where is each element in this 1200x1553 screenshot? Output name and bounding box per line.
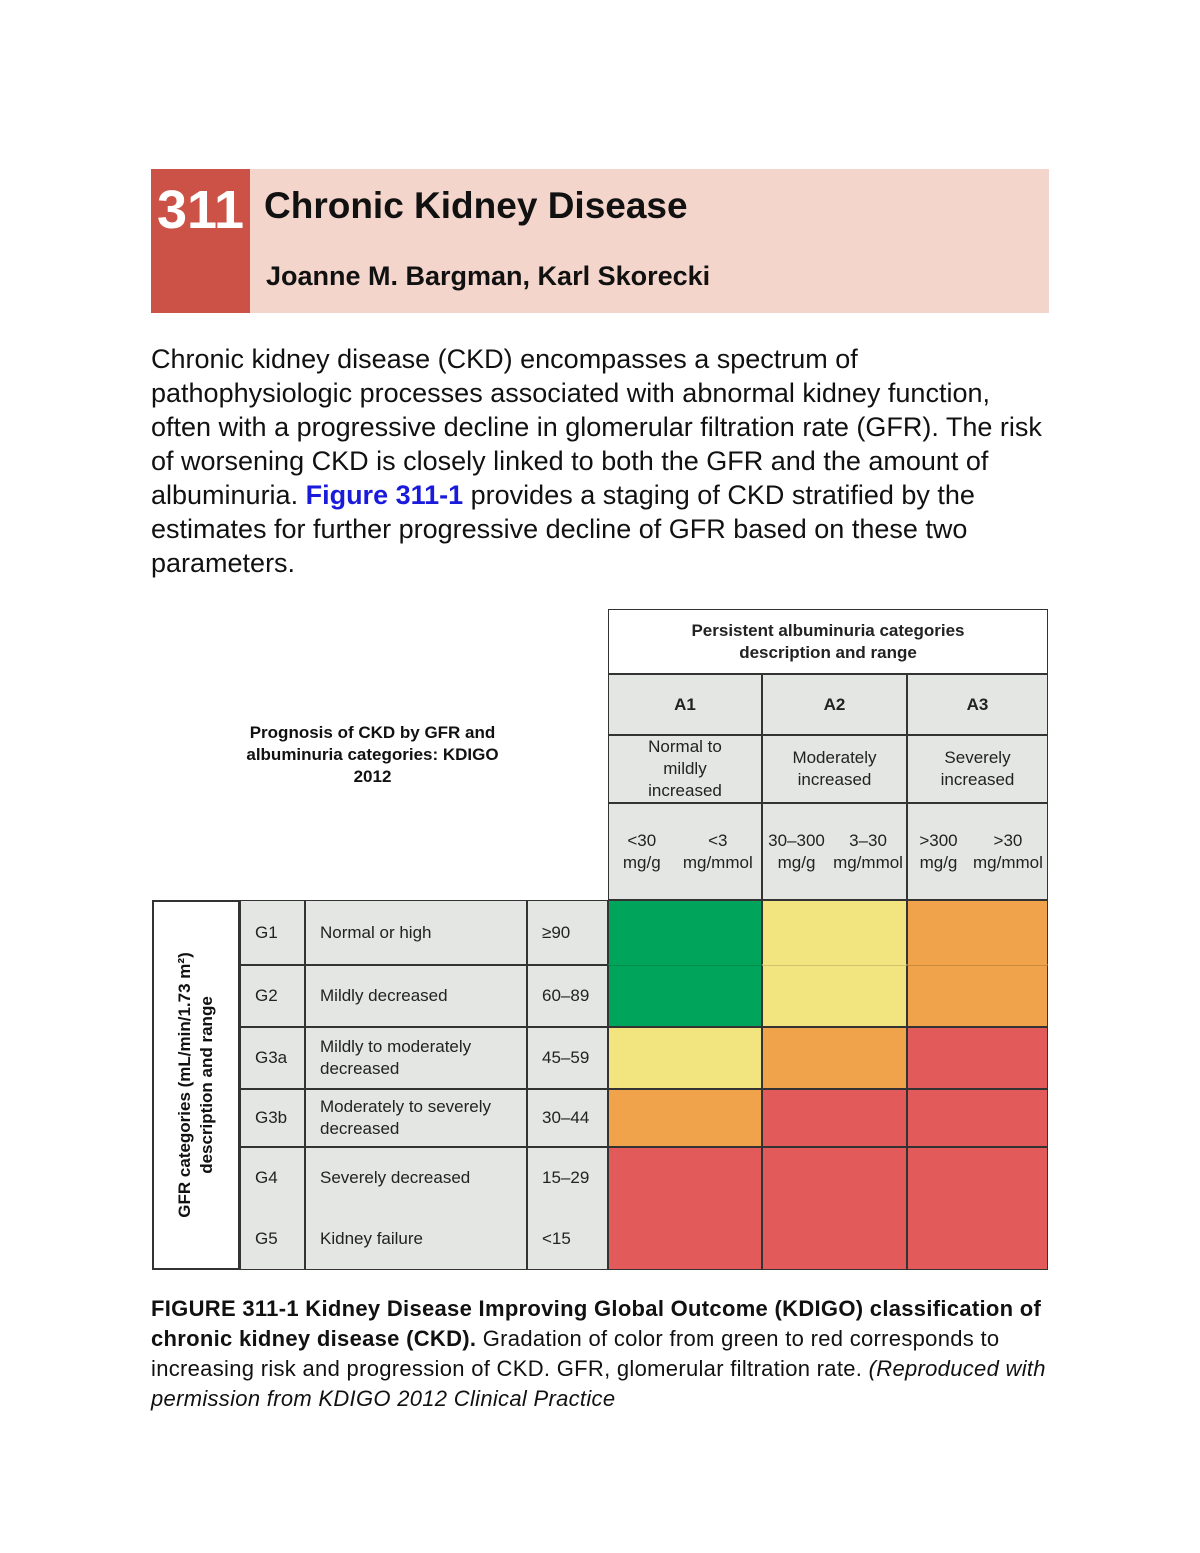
risk-cell-green [608,965,762,1027]
risk-cell-red [907,1089,1048,1147]
albuminuria-code: A2 [762,674,907,735]
intro-text: Chronic kidney disease (CKD) encompasses… [151,344,1042,510]
risk-cell-orange [762,1027,907,1089]
chapter-title: Chronic Kidney Disease [264,185,688,226]
gfr-description: Mildly to moderately decreased [305,1027,527,1089]
prognosis-title: Prognosis of CKD by GFR and albuminuria … [246,723,499,786]
chapter-header-band [151,169,1049,313]
chapter-authors: Joanne M. Bargman, Karl Skorecki [266,261,711,291]
gfr-header-line2: description and range [197,996,216,1174]
risk-cell-red [762,1147,907,1208]
gfr-code: G1 [240,900,305,965]
risk-cell-orange [608,1089,762,1147]
albuminuria-code: A3 [907,674,1048,735]
caption-credit: (Reproduced with permission from KDIGO 2… [151,1356,1046,1411]
gfr-range: 30–44 [527,1089,608,1147]
caption-text: Gradation of color from green to red cor… [151,1326,1000,1381]
risk-cell-red [762,1208,907,1270]
figure-link[interactable]: Figure 311-1 [305,480,464,510]
gfr-code: G4 [240,1147,305,1208]
risk-cell-yellow [762,900,907,965]
risk-cell-yellow [762,965,907,1027]
gfr-header-line1: GFR categories (mL/min/1.73 m²) [175,952,194,1218]
range-mg-g: <30 mg/g [622,830,661,872]
albuminuria-range: <30 mg/g <3 mg/mmol [608,803,762,900]
figure-caption: FIGURE 311-1 Kidney Disease Improving Gl… [151,1294,1051,1414]
albuminuria-header: Persistent albuminuria categories descri… [608,609,1048,674]
risk-cell-yellow [608,1027,762,1089]
range-mg-mmol: 3–30 mg/mmol [833,830,903,872]
gfr-description: Kidney failure [305,1208,527,1270]
gfr-range: 60–89 [527,965,608,1027]
risk-cell-green [608,900,762,965]
range-mg-g: 30–300 mg/g [768,830,825,872]
gfr-range: ≥90 [527,900,608,965]
risk-cell-orange [907,900,1048,965]
albuminuria-description: Normal to mildly increased [608,735,762,803]
risk-cell-red [762,1089,907,1147]
risk-cell-red [608,1147,762,1208]
gfr-description: Mildly decreased [305,965,527,1027]
gfr-range: 15–29 [527,1147,608,1208]
risk-cell-red [907,1208,1048,1270]
gfr-header: GFR categories (mL/min/1.73 m²) descripti… [152,900,240,1270]
range-mg-g: >300 mg/g [919,830,958,872]
gfr-code: G3a [240,1027,305,1089]
range-mg-mmol: <3 mg/mmol [682,830,753,872]
albuminuria-description: Moderately increased [762,735,907,803]
risk-cell-red [907,1147,1048,1208]
gfr-description: Normal or high [305,900,527,965]
albuminuria-description: Severely increased [907,735,1048,803]
albuminuria-range: >300 mg/g >30 mg/mmol [907,803,1048,900]
intro-paragraph: Chronic kidney disease (CKD) encompasses… [151,342,1051,580]
risk-cell-red [907,1027,1048,1089]
risk-cell-orange [907,965,1048,1027]
albuminuria-code: A1 [608,674,762,735]
gfr-code: G3b [240,1089,305,1147]
gfr-code: G2 [240,965,305,1027]
range-mg-mmol: >30 mg/mmol [973,830,1043,872]
gfr-range: <15 [527,1208,608,1270]
gfr-code: G5 [240,1208,305,1270]
gfr-description: Severely decreased [305,1147,527,1208]
caption-title: FIGURE 311-1 Kidney Disease Improving Gl… [151,1296,1042,1351]
albuminuria-range: 30–300 mg/g 3–30 mg/mmol [762,803,907,900]
gfr-range: 45–59 [527,1027,608,1089]
gfr-description: Moderately to severely decreased [305,1089,527,1147]
chapter-number: 311 [151,169,250,313]
intro-text-end: provides a staging of CKD stratified by … [151,480,975,578]
risk-cell-red [608,1208,762,1270]
